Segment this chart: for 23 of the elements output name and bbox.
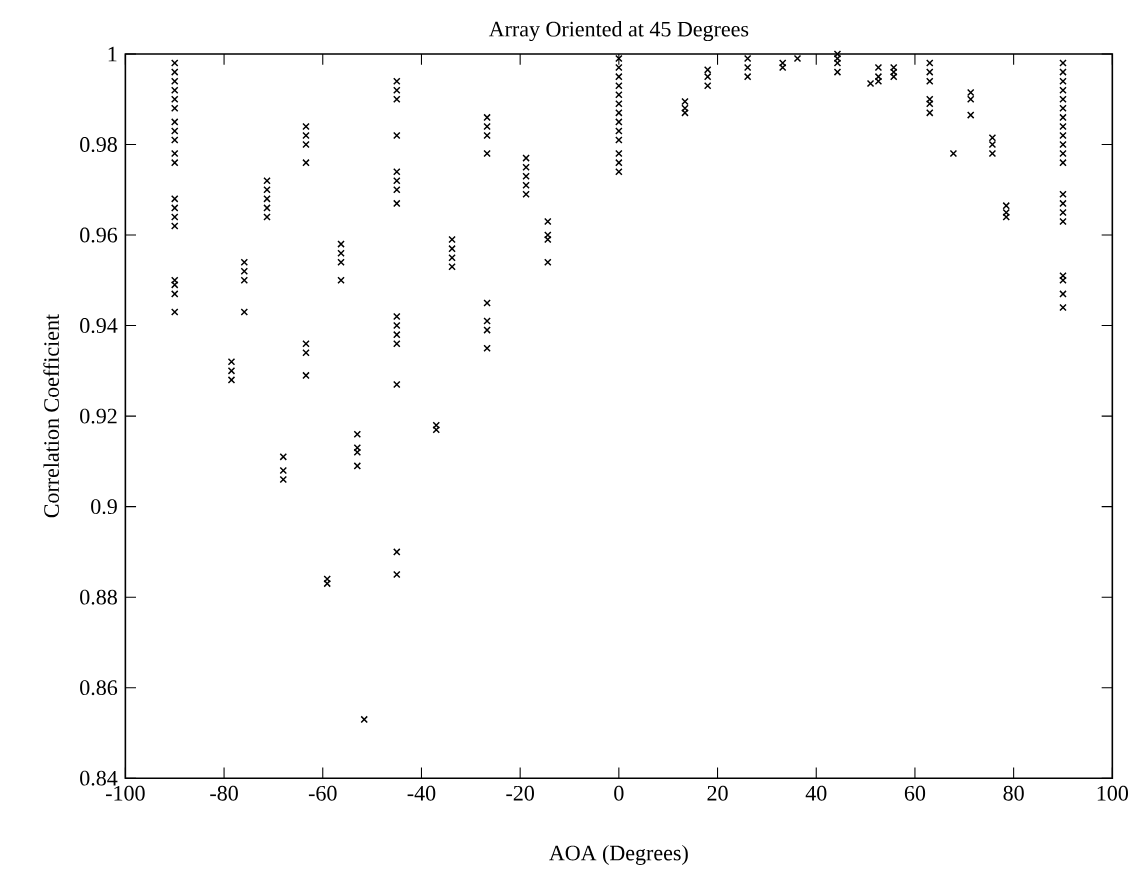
y-tick-label: 0.86 xyxy=(80,680,118,696)
x-tick-label: 20 xyxy=(707,785,728,801)
x-tick-label: 40 xyxy=(805,785,827,801)
y-tick-label: 0.9 xyxy=(91,499,117,514)
y-tick-label: 1 xyxy=(108,46,117,62)
y-tick-label: 0.92 xyxy=(80,408,117,424)
x-tick-label: 100 xyxy=(1097,785,1128,801)
x-tick-label: -80 xyxy=(210,785,238,801)
y-tick-label: 0.88 xyxy=(80,589,117,605)
x-tick-label: 80 xyxy=(1003,785,1024,801)
y-tick-label: 0.84 xyxy=(80,770,118,786)
x-axis-title: AOA (Degrees) xyxy=(549,844,688,865)
x-tick-label: 0 xyxy=(614,785,624,801)
x-tick-label: -100 xyxy=(106,785,145,801)
x-tick-label: -60 xyxy=(308,785,337,801)
y-tick-label: 0.94 xyxy=(80,318,118,333)
x-tick-label: -40 xyxy=(407,785,436,801)
x-tick-label: 60 xyxy=(904,785,926,801)
y-tick-label: 0.98 xyxy=(80,136,117,152)
x-tick-label: -20 xyxy=(506,785,534,801)
y-tick-label: 0.96 xyxy=(80,227,118,243)
chart-title: Array Oriented at 45 Degrees xyxy=(488,20,749,41)
y-axis-title: Correlation Coefficient xyxy=(43,313,59,518)
